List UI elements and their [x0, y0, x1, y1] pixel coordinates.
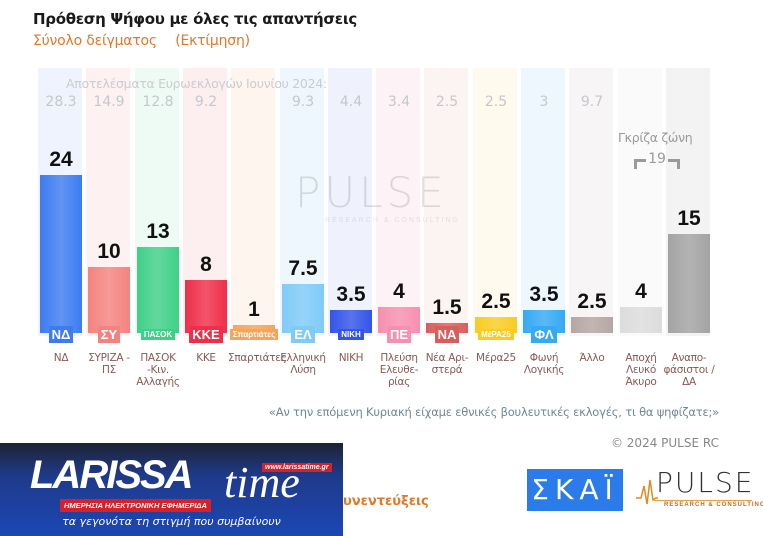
subtitle-sample: Σύνολο δείγματος: [33, 33, 157, 49]
party-label: Σπαρτιάτες: [228, 352, 287, 364]
bar-value-label: 4: [393, 279, 405, 303]
euro-result-value: 3: [539, 94, 549, 110]
bar[interactable]: [185, 280, 227, 333]
chart-title: Πρόθεση Ψήφου με όλες τις απαντήσεις: [33, 10, 357, 28]
euro-result-value: 9.3: [291, 94, 315, 110]
euro-result-value: 2.5: [484, 94, 508, 110]
column-bg: [231, 68, 275, 336]
bar-value-label: 13: [146, 220, 170, 244]
survey-question: «Αν την επόμενη Κυριακή είχαμε εθνικές β…: [268, 405, 719, 419]
bar-value-label: 3.5: [529, 282, 559, 306]
bar[interactable]: [282, 283, 324, 333]
party-label: ΝΙΚΗ: [338, 352, 364, 364]
party-label: Πλεύση Ελευθε- ρίας: [379, 352, 419, 388]
grey-zone-value: 19: [648, 151, 666, 167]
party-logo-icon: ΠΑΣΟΚ: [135, 323, 181, 345]
party-logo-icon: ΠΕ: [376, 323, 422, 345]
skai-logo: ΣΚΑΪ: [527, 469, 623, 511]
pulse-wave-icon: [636, 479, 658, 505]
euro-result-value: 14.9: [93, 94, 125, 110]
party-label: Ελληνική Λύση: [280, 352, 326, 376]
column-bg: [424, 68, 468, 336]
euro-result-value: 9.2: [194, 94, 218, 110]
larissatime-banner[interactable]: LARISSA time www.larissatime.gr ΗΜΕΡΗΣΙΑ…: [0, 443, 343, 536]
banner-tagline: τα γεγονότα τη στιγμή που συμβαίνουν: [62, 515, 281, 528]
bar-value-label: 10: [97, 240, 121, 263]
bar[interactable]: [620, 306, 662, 333]
column-bg: [376, 68, 420, 336]
bar[interactable]: [571, 316, 613, 333]
column-bg: [473, 68, 517, 336]
party-logo-icon: ΣΥ: [86, 323, 132, 345]
euro-result-value: 2.5: [435, 94, 459, 110]
party-label: Φωνή Λογικής: [523, 352, 565, 376]
banner-red-tag: ΗΜΕΡΗΣΙΑ ΗΛΕΚΤΡΟΝΙΚΗ ΕΦΗΜΕΡΙΔΑ: [60, 499, 211, 512]
party-label: ΠΑΣΟΚ -Κιν. Αλλαγής: [136, 352, 180, 388]
bar[interactable]: [40, 174, 82, 333]
party-label: Νέα Αρι- στερά: [425, 352, 469, 376]
party-logo-icon: ΕΛ: [280, 323, 326, 345]
party-label: ΣΥΡΙΖΑ - ΠΣ: [88, 352, 130, 376]
euro-result-value: 9.7: [580, 94, 604, 110]
bar-value-label: 2.5: [481, 289, 511, 313]
bar[interactable]: [137, 247, 179, 333]
party-logo-icon: ΝΙΚΗ: [328, 323, 374, 345]
pulse-watermark: PULSE RESEARCH & CONSULTING: [295, 168, 460, 224]
bar-value-label: 7.5: [288, 256, 318, 280]
grey-zone-bracket: 19: [634, 151, 680, 169]
party-logo-icon: ΦΛ: [521, 323, 567, 345]
banner-url[interactable]: www.larissatime.gr: [262, 463, 332, 472]
bar[interactable]: [330, 309, 372, 333]
party-logo-icon: ΜέΡΑ25: [473, 323, 519, 345]
pulse-logo: PULSE RESEARCH & CONSULTING: [636, 466, 763, 512]
euro-result-value: 12.8: [142, 94, 174, 110]
euro-result-value: 3.4: [387, 94, 411, 110]
euro-results-caption: Αποτελέσματα Ευρωεκλογών Ιουνίου 2024:: [66, 76, 327, 91]
party-label: Αναπο- φάσιστοι / ΔΑ: [663, 352, 715, 388]
party-logo-icon: Σπαρτιάτες: [229, 323, 279, 345]
party-logo-icon: ΝΑ: [424, 323, 470, 345]
interviews-text: υνεντεύξεις: [343, 494, 429, 509]
bar[interactable]: [88, 267, 130, 333]
bar-value-label: 1: [248, 298, 260, 321]
column-bg: [521, 68, 565, 336]
party-logo-icon: ΚΚΕ: [183, 323, 229, 345]
banner-brand: LARISSA: [30, 453, 194, 497]
bar-chart: 28.3 24 ΝΔ ΝΔ 14.9 10 ΣΥ ΣΥΡΙΖΑ - ΠΣ 12.8 13 ΠΑΣΟΚ…: [38, 68, 715, 388]
column-bg: [569, 68, 613, 336]
subtitle-estimate: (Εκτίμηση): [175, 33, 250, 49]
euro-result-value: 28.3: [45, 94, 77, 110]
bar-value-label: 3.5: [336, 282, 366, 306]
bar-value-label: 8: [200, 253, 212, 277]
bar-value-label: 24: [49, 147, 73, 171]
bar-value-label: 1.5: [432, 296, 462, 320]
column-bg: [328, 68, 372, 336]
party-label: Μέρα25: [476, 352, 516, 364]
party-label: ΝΔ: [53, 352, 69, 364]
grey-zone-label: Γκρίζα ζώνη: [618, 130, 693, 145]
column-bg: [618, 68, 662, 336]
bar[interactable]: [668, 234, 710, 333]
party-label: Αποχή Λευκό Άκυρο: [625, 352, 657, 388]
party-logo-icon: ΝΔ: [38, 323, 84, 345]
copyright: © 2024 PULSE RC: [610, 436, 719, 450]
chart-subtitle: Σύνολο δείγματος (Εκτίμηση): [33, 33, 264, 49]
party-label: ΚΚΕ: [196, 352, 216, 364]
bar-value-label: 15: [677, 207, 701, 230]
bar-value-label: 4: [635, 279, 647, 303]
bar-value-label: 2.5: [577, 289, 607, 313]
euro-result-value: 4.4: [339, 94, 363, 110]
party-label: Άλλο: [579, 352, 605, 364]
